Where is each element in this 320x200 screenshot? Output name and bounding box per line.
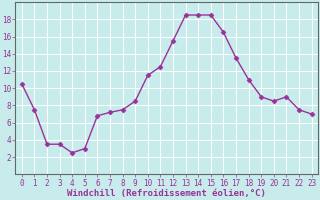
X-axis label: Windchill (Refroidissement éolien,°C): Windchill (Refroidissement éolien,°C) xyxy=(67,189,266,198)
